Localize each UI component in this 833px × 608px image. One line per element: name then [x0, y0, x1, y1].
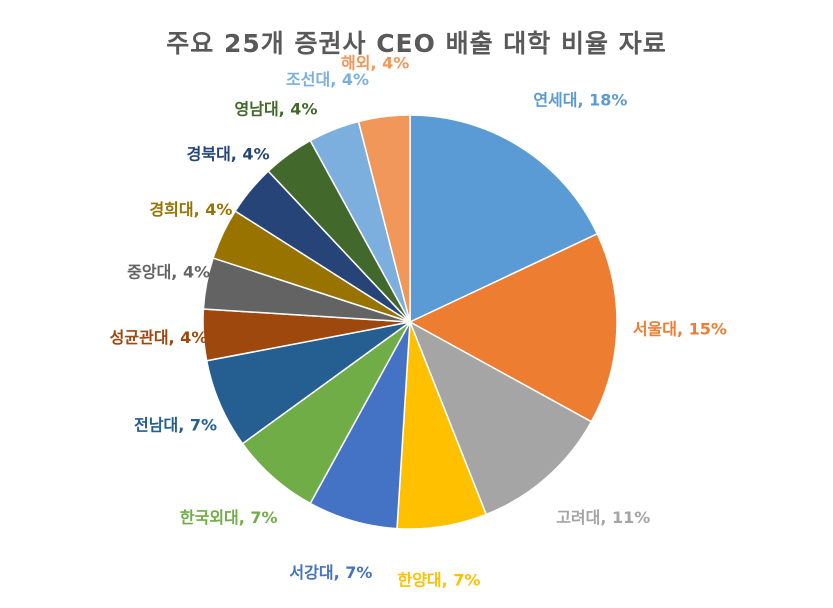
- slice-data-label: 성균관대, 4%: [110, 328, 208, 347]
- chart-title: 주요 25개 증권사 CEO 배출 대학 비율 자료: [166, 29, 667, 58]
- slice-data-label: 서울대, 15%: [633, 320, 727, 339]
- slice-data-label: 경북대, 4%: [187, 144, 270, 163]
- pie-slice: [409, 114, 599, 324]
- slice-data-label: 한양대, 7%: [397, 570, 480, 589]
- slice-data-label: 중앙대, 4%: [127, 262, 210, 281]
- slice-data-label: 조선대, 4%: [286, 70, 369, 89]
- slice-data-label: 고려대, 11%: [556, 508, 650, 527]
- slice-data-label: 전남대, 7%: [134, 416, 217, 435]
- pie-slice: [357, 114, 411, 323]
- pie-slice: [408, 232, 618, 423]
- slice-data-label: 영남대, 4%: [235, 100, 318, 119]
- slice-data-label: 해외, 4%: [341, 54, 409, 73]
- slice-data-label: 서강대, 7%: [289, 563, 372, 582]
- pie-slice: [408, 320, 593, 516]
- slice-data-label: 경희대, 4%: [149, 200, 232, 219]
- slice-data-label: 한국외대, 7%: [180, 508, 278, 527]
- slice-data-label: 연세대, 18%: [533, 90, 627, 109]
